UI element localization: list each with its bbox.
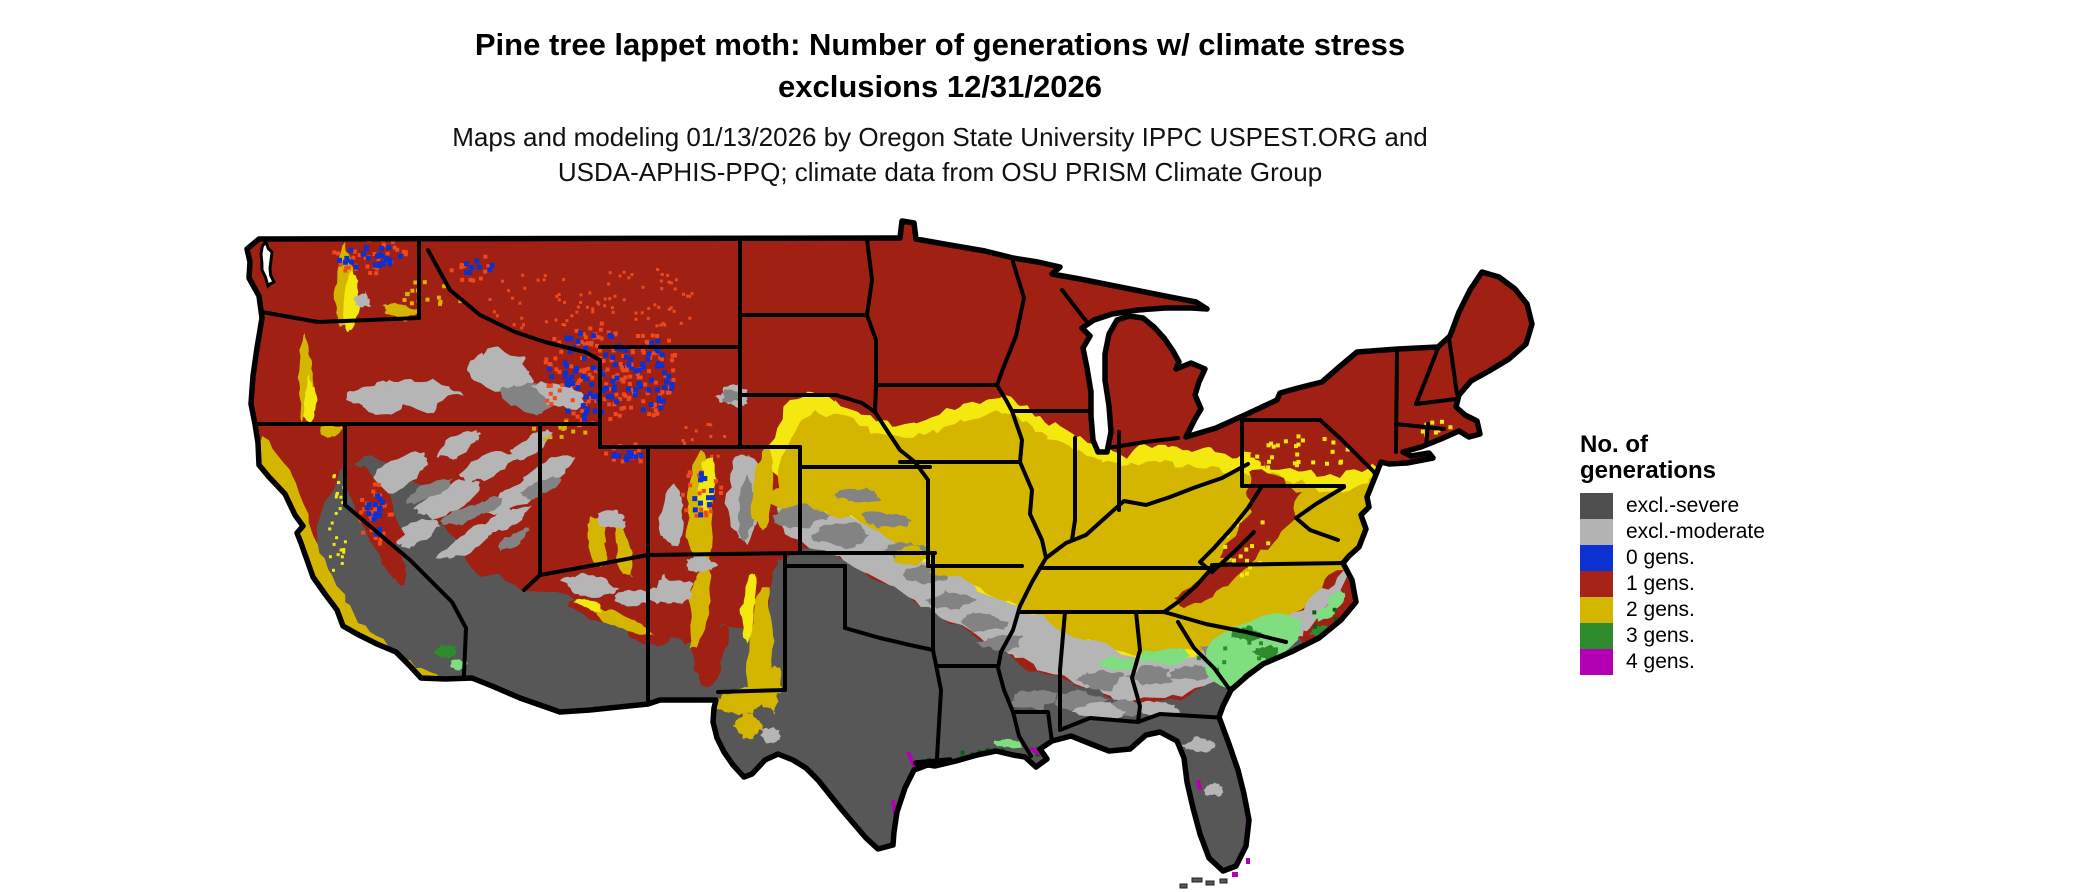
legend-color-swatch xyxy=(1580,649,1613,675)
legend-title-line2: generations xyxy=(1580,457,1717,484)
legend-item: excl.-severe xyxy=(1580,493,1765,519)
map-legend: No. of generations excl.-severe excl.-mod… xyxy=(1580,432,1765,675)
florida-keys xyxy=(1179,858,1250,889)
legend-item: 3 gens. xyxy=(1580,623,1765,649)
legend-color-swatch xyxy=(1580,597,1613,623)
legend-item: 2 gens. xyxy=(1580,597,1765,623)
legend-title: No. of generations xyxy=(1580,432,1765,484)
legend-item: 0 gens. xyxy=(1580,545,1765,571)
legend-rows: excl.-severe excl.-moderate 0 gens. 1 gens.… xyxy=(1580,493,1765,675)
map-fill-layers xyxy=(247,221,1532,871)
legend-item-label: 1 gens. xyxy=(1626,572,1695,595)
legend-color-swatch xyxy=(1580,519,1613,545)
legend-title-line1: No. of xyxy=(1580,431,1648,458)
state-borders xyxy=(254,237,1459,760)
legend-item-label: 3 gens. xyxy=(1626,624,1695,647)
legend-item: 1 gens. xyxy=(1580,571,1765,597)
legend-color-swatch xyxy=(1580,571,1613,597)
legend-color-swatch xyxy=(1580,545,1613,571)
legend-item: excl.-moderate xyxy=(1580,519,1765,545)
legend-item-label: excl.-moderate xyxy=(1626,520,1765,543)
legend-color-swatch xyxy=(1580,493,1613,519)
legend-item-label: 2 gens. xyxy=(1626,598,1695,621)
conus-outline xyxy=(244,218,1535,874)
legend-item-label: excl.-severe xyxy=(1626,494,1740,517)
legend-item: 4 gens. xyxy=(1580,649,1765,675)
legend-item-label: 0 gens. xyxy=(1626,546,1695,569)
legend-item-label: 4 gens. xyxy=(1626,650,1695,673)
legend-color-swatch xyxy=(1580,623,1613,649)
